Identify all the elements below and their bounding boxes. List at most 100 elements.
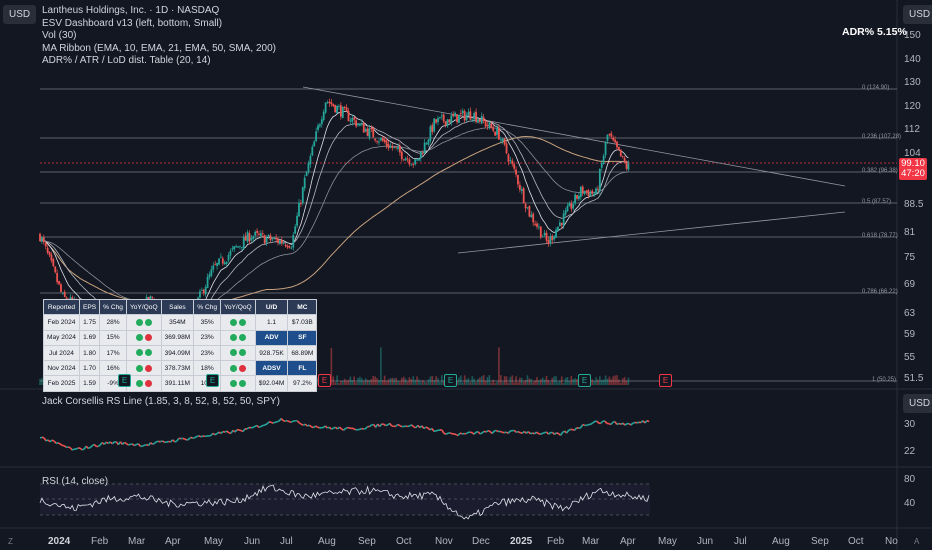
rs-segment: [280, 417, 284, 422]
side-cell: ADSV: [254, 360, 289, 377]
rs-segment: [63, 445, 67, 448]
time-tick: Mar: [582, 536, 600, 547]
volume-bar: [456, 380, 458, 385]
rs-segment: [45, 439, 49, 442]
earnings-marker[interactable]: E: [318, 374, 331, 387]
earnings-marker[interactable]: E: [118, 374, 131, 387]
rs-segment: [590, 422, 594, 425]
rs-segment: [387, 422, 391, 426]
indicator-adr[interactable]: ADR% / ATR / LoD dist. Table (20, 14): [42, 55, 211, 66]
candle: [593, 191, 596, 197]
time-tick: Oct: [848, 536, 864, 547]
price-tick: 81: [904, 227, 916, 238]
rs-segment: [646, 419, 650, 423]
candle: [282, 241, 285, 245]
rs-segment: [128, 443, 131, 446]
green-dot-icon: [229, 349, 237, 357]
candle: [315, 127, 318, 143]
rs-pane-title[interactable]: Jack Corsellis RS Line (1.85, 3, 8, 52, …: [42, 396, 280, 407]
candle: [206, 273, 209, 289]
rs-segment: [333, 426, 336, 429]
candle: [399, 142, 401, 156]
rs-segment: [121, 441, 125, 445]
candle: [456, 114, 458, 125]
fib-label: 0.5 (87.57): [862, 199, 892, 205]
volume-bar: [600, 379, 603, 385]
rs-segment: [485, 429, 489, 433]
earnings-marker[interactable]: E: [578, 374, 591, 387]
candle: [478, 118, 481, 125]
volume-bar: [361, 378, 363, 385]
currency-label-right[interactable]: USD: [903, 5, 932, 24]
rs-segment: [272, 421, 276, 424]
volume-bar: [557, 382, 559, 385]
candle: [498, 124, 500, 140]
candle: [332, 103, 335, 108]
candle: [292, 231, 295, 251]
candle: [290, 245, 293, 250]
candle: [465, 112, 468, 123]
volume-bar: [595, 377, 597, 385]
auto-scale-button[interactable]: A: [914, 537, 920, 546]
volume-bar: [332, 376, 335, 385]
col-header: YoY/QoQ: [220, 298, 256, 316]
volume-bar: [549, 382, 552, 385]
candle: [334, 104, 337, 114]
rs-segment: [481, 430, 485, 434]
volume-bar: [570, 376, 573, 385]
symbol-title[interactable]: Lantheus Holdings, Inc. · 1D · NASDAQ: [42, 5, 220, 16]
candle: [240, 247, 243, 251]
candle: [581, 184, 584, 197]
rs-segment: [268, 421, 272, 424]
rs-segment: [315, 425, 318, 428]
candle: [469, 107, 472, 121]
rsi-pane-title[interactable]: RSI (14, close): [42, 476, 109, 487]
rs-segment: [604, 420, 608, 424]
rs-segment: [540, 432, 543, 436]
time-tick: Feb: [547, 536, 565, 547]
volume-bar: [501, 382, 504, 385]
red-dot-icon: [144, 380, 152, 387]
green-dot-icon: [135, 349, 143, 357]
volume-bar: [423, 381, 426, 385]
indicator-ma-ribbon[interactable]: MA Ribbon (EMA, 10, EMA, 21, EMA, 50, SM…: [42, 42, 276, 54]
rs-segment: [423, 426, 427, 430]
rs-segment: [521, 430, 525, 434]
candle: [406, 155, 409, 163]
trend-dots: [125, 360, 162, 377]
rs-segment: [582, 423, 585, 427]
ema-ribbon: [39, 111, 629, 329]
side-cell: 97.2%: [287, 375, 318, 392]
cell-reported: Jul 2024: [43, 344, 80, 362]
currency-label-left[interactable]: USD: [3, 5, 37, 24]
bar-countdown: 47:20: [901, 168, 925, 179]
earnings-marker[interactable]: E: [444, 374, 457, 387]
volume-bar: [439, 381, 441, 385]
volume-bar: [606, 378, 609, 385]
rs-currency-label[interactable]: USD: [903, 394, 932, 413]
volume-bar: [393, 378, 395, 385]
col-header: Sales: [160, 298, 195, 316]
candle: [418, 158, 420, 162]
candle: [313, 139, 316, 147]
volume-bar: [503, 376, 506, 385]
volume-bar: [515, 376, 517, 385]
candle: [265, 235, 268, 246]
volume-bar: [513, 382, 515, 385]
trend-dots: [220, 329, 256, 346]
candle: [440, 112, 443, 120]
rs-segment: [59, 443, 63, 447]
earnings-marker[interactable]: E: [206, 374, 219, 387]
indicator-vol[interactable]: Vol (30): [42, 30, 77, 41]
earnings-marker[interactable]: E: [659, 374, 672, 387]
timezone-button[interactable]: Z: [8, 537, 13, 546]
candle: [490, 121, 493, 129]
candle: [301, 186, 304, 206]
volume-bar: [562, 382, 565, 385]
candle: [574, 192, 576, 206]
price-tick: 112: [904, 124, 920, 135]
indicator-esv[interactable]: ESV Dashboard v13 (left, bottom, Small): [42, 17, 223, 29]
candle: [543, 229, 546, 238]
candle: [61, 291, 64, 295]
